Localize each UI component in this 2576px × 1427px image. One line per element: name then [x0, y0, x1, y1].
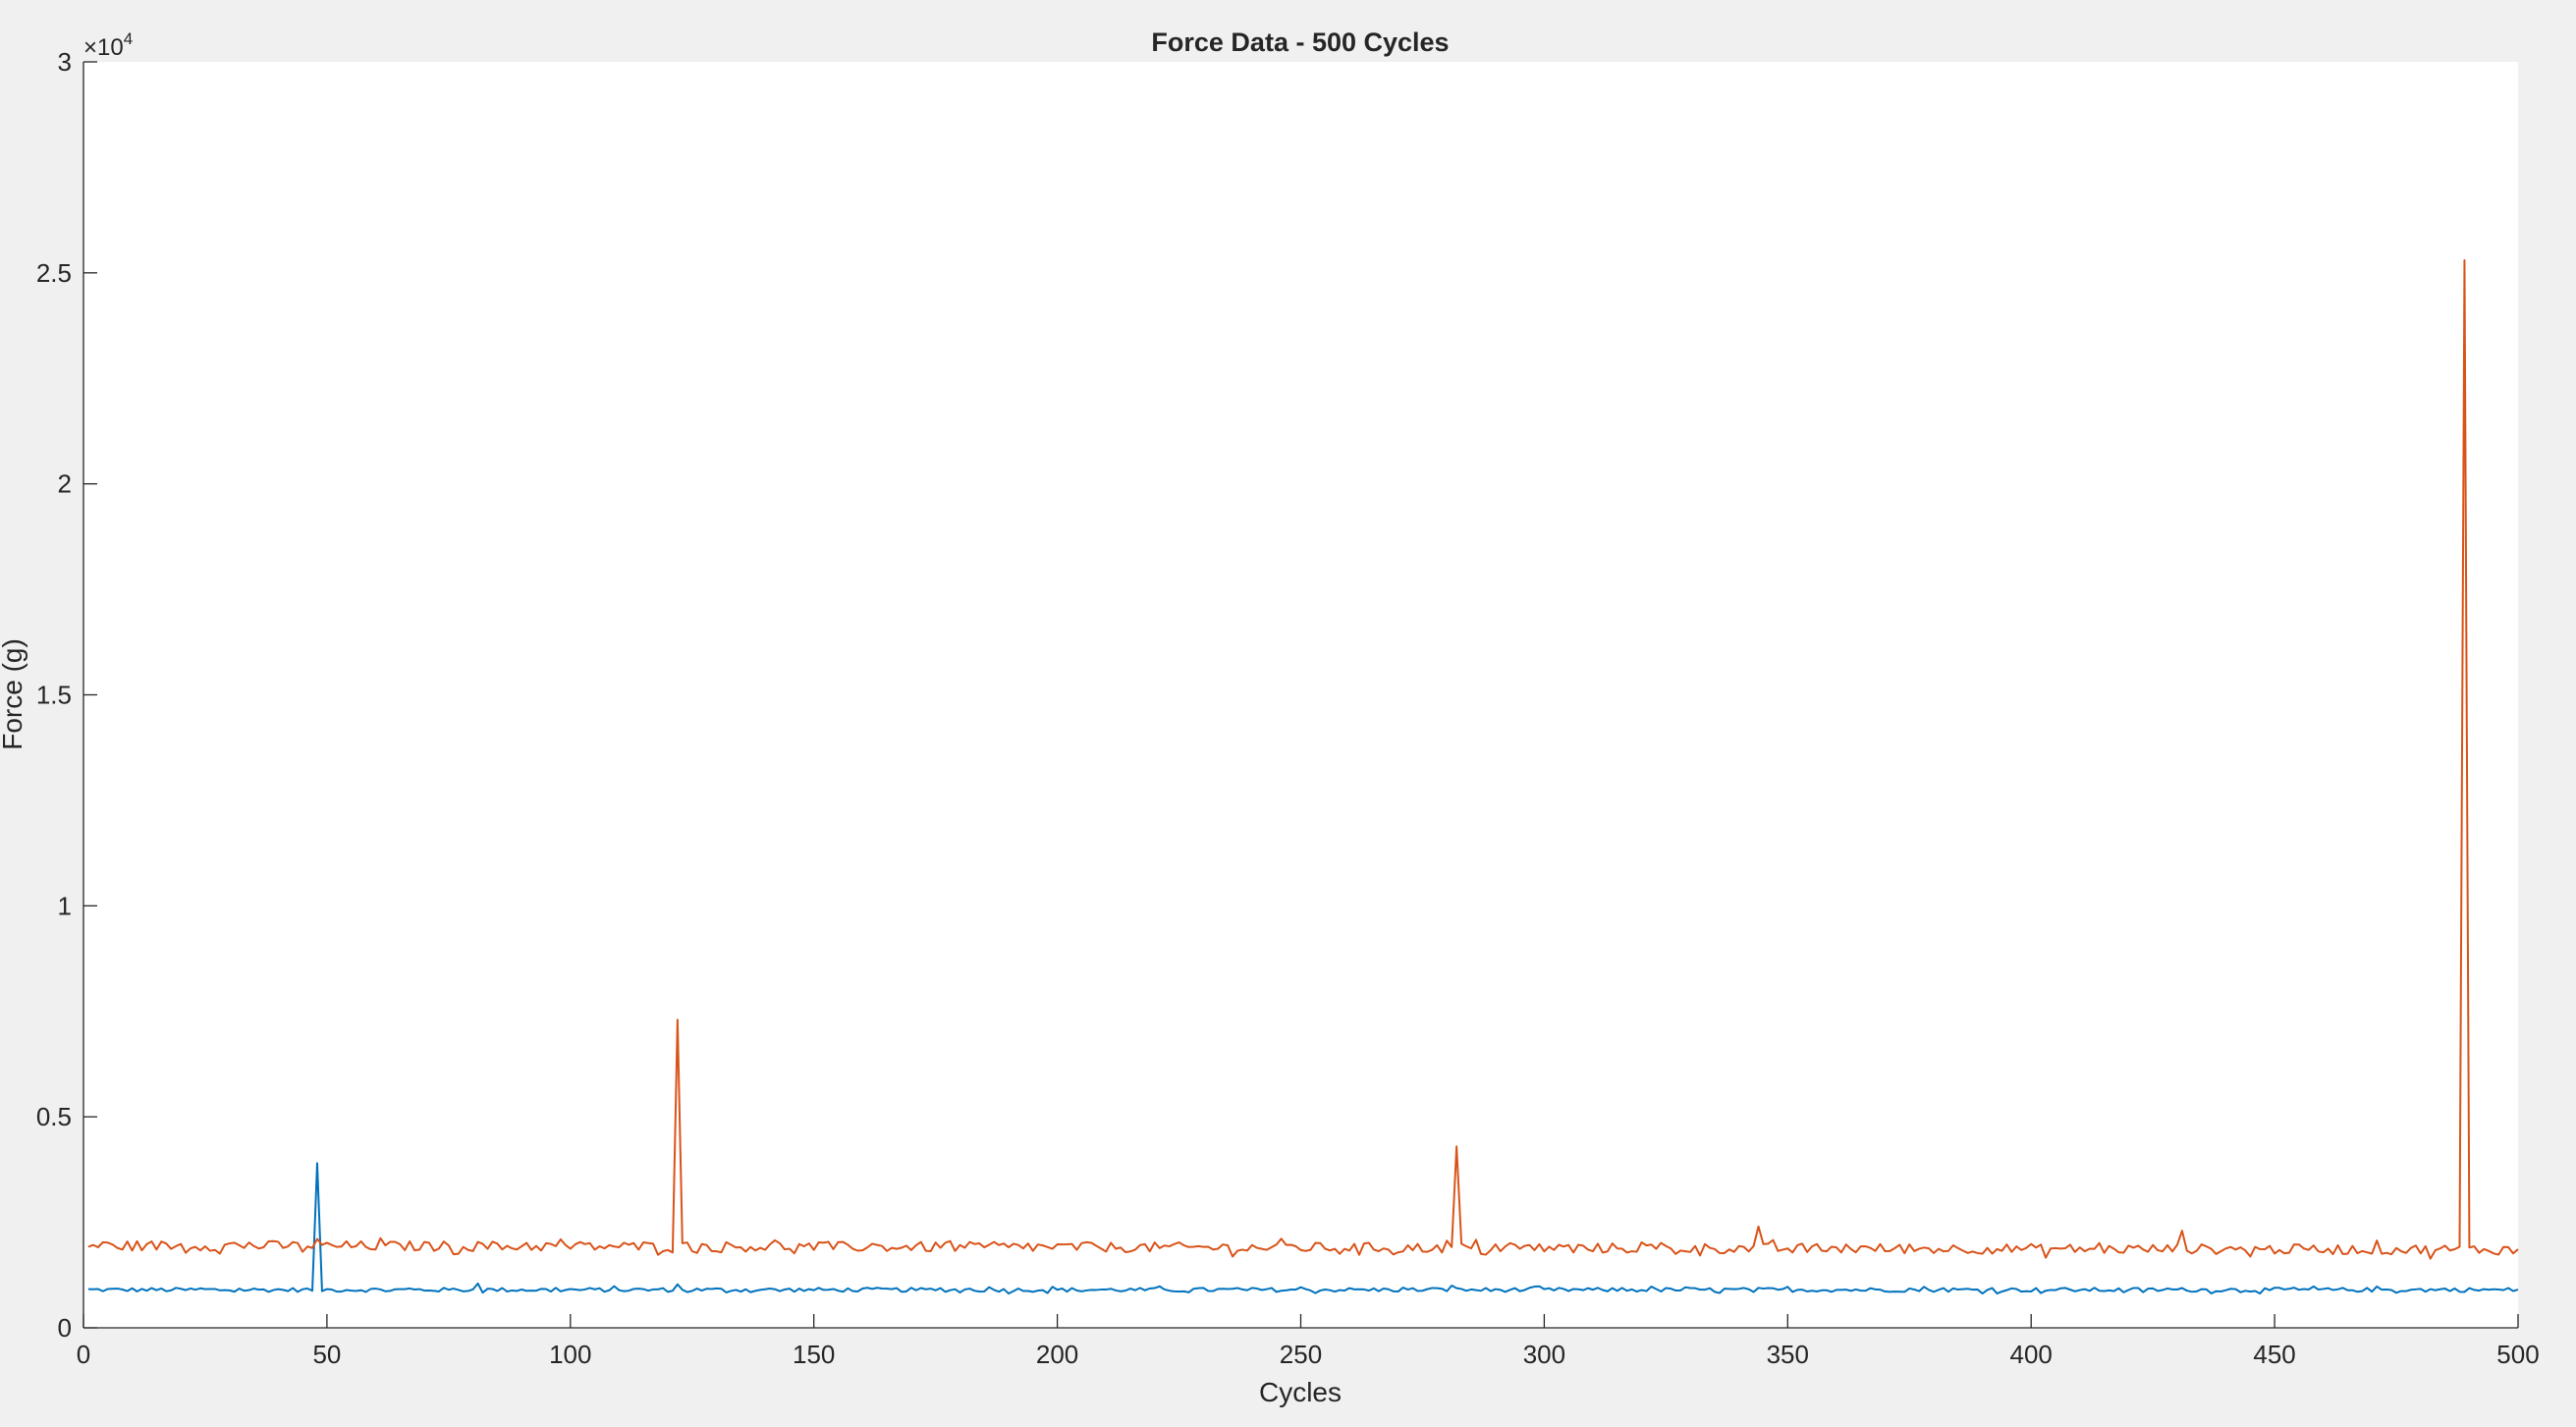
x-tick-label-500: 500: [2496, 1340, 2539, 1369]
x-tick-label-450: 450: [2253, 1340, 2295, 1369]
x-tick-label-400: 400: [2010, 1340, 2053, 1369]
y-exponent-base: ×10: [83, 34, 124, 61]
y-tick-label-0: 0: [58, 1313, 72, 1343]
y-ticks: 0 0.5 1 1.5 2 2.5 3: [36, 47, 97, 1343]
y-exponent-label: ×104: [83, 29, 133, 61]
x-tick-label-100: 100: [549, 1340, 591, 1369]
chart-title: Force Data - 500 Cycles: [1151, 27, 1449, 57]
plot-area: [83, 62, 2518, 1328]
y-tick-label-5000: 0.5: [36, 1102, 72, 1131]
y-tick-label-10000: 1: [58, 891, 72, 920]
x-ticks: 0 50 100 150 200 250 300 350 400 450 500: [77, 1314, 2540, 1369]
y-tick-label-25000: 2.5: [36, 258, 72, 288]
x-tick-label-200: 200: [1036, 1340, 1078, 1369]
y-tick-label-30000: 3: [58, 47, 72, 77]
x-tick-label-150: 150: [793, 1340, 835, 1369]
x-tick-label-0: 0: [77, 1340, 90, 1369]
y-tick-label-20000: 2: [58, 469, 72, 499]
y-tick-label-15000: 1.5: [36, 681, 72, 710]
series-line-2: [87, 258, 2519, 1260]
y-exponent-power: 4: [124, 29, 133, 48]
x-axis-label: Cycles: [1259, 1377, 1342, 1407]
x-tick-label-50: 50: [312, 1340, 341, 1369]
series-line-1: [87, 1162, 2519, 1295]
x-tick-label-250: 250: [1280, 1340, 1322, 1369]
x-tick-label-300: 300: [1523, 1340, 1565, 1369]
y-axis-label: Force (g): [0, 638, 27, 750]
series-layer: [87, 258, 2519, 1295]
x-tick-label-350: 350: [1767, 1340, 1809, 1369]
